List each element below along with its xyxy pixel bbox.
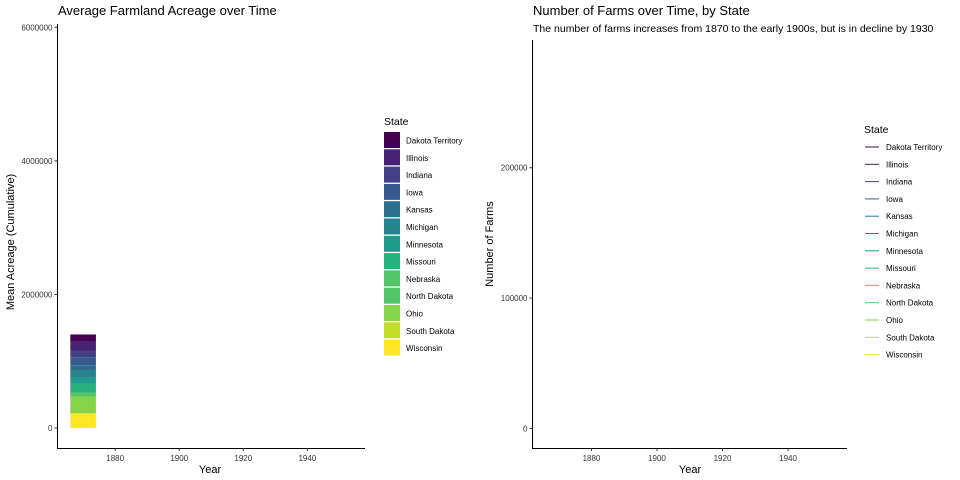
x-axis-title: Year bbox=[679, 464, 702, 476]
legend-key-iowa bbox=[384, 183, 400, 200]
bar-segment-iowa bbox=[70, 357, 96, 366]
legend: Dakota Territory Illinois Indiana Iowa Kansa… bbox=[384, 132, 462, 356]
legend-label: Indiana bbox=[406, 171, 433, 180]
legend-key-south-dakota bbox=[384, 322, 400, 339]
legend: Dakota Territory Illinois Indiana Iowa Kansa… bbox=[865, 143, 942, 360]
y-tick-label: 6000000 bbox=[21, 23, 53, 32]
legend-label: Illinois bbox=[406, 154, 428, 163]
y-tick-label: 0 bbox=[48, 424, 53, 433]
legend-label: Michigan bbox=[406, 223, 438, 232]
x-tick-label: 1900 bbox=[648, 454, 666, 463]
legend-label: Ohio bbox=[406, 310, 423, 319]
legend-key-north-dakota bbox=[384, 287, 400, 304]
bar-segment-wisconsin bbox=[70, 413, 96, 428]
bar-segment-indiana bbox=[70, 350, 96, 358]
x-tick-label: 1880 bbox=[106, 454, 124, 463]
legend-key-indiana bbox=[384, 166, 400, 183]
x-tick-label: 1940 bbox=[779, 454, 797, 463]
legend-key-michigan bbox=[384, 218, 400, 235]
y-axis-title: Number of Farms bbox=[484, 201, 496, 287]
legend-label: North Dakota bbox=[886, 299, 934, 308]
legend-label: Iowa bbox=[886, 195, 903, 204]
y-tick-label: 0 bbox=[523, 424, 528, 433]
y-axis-ticks: 0 100000 200000 bbox=[501, 164, 533, 433]
chart-title: Average Farmland Acreage over Time bbox=[58, 3, 277, 18]
x-tick-label: 1940 bbox=[298, 454, 316, 463]
legend-key-dakota-territory bbox=[384, 132, 400, 148]
farms-chart-panel: Number of Farms over Time, by State The … bbox=[480, 0, 960, 480]
bar-segment-ohio bbox=[70, 396, 96, 414]
legend-label: Missouri bbox=[886, 264, 916, 273]
legend-label: Missouri bbox=[406, 258, 436, 267]
y-tick-label: 2000000 bbox=[21, 290, 53, 299]
acreage-chart-panel: Average Farmland Acreage over Time Year … bbox=[5, 3, 462, 476]
bar-segment-nebraska bbox=[70, 392, 96, 397]
legend-label: Wisconsin bbox=[406, 344, 442, 353]
legend-label: Nebraska bbox=[406, 275, 441, 284]
legend-key-missouri bbox=[384, 253, 400, 270]
bar-segment-kansas bbox=[70, 365, 96, 371]
bar-segment-illinois bbox=[70, 341, 96, 351]
farms-chart: Number of Farms over Time, by State The … bbox=[484, 3, 942, 476]
legend-label: Iowa bbox=[406, 188, 423, 197]
legend-label: Kansas bbox=[406, 206, 433, 215]
y-tick-label: 100000 bbox=[501, 294, 528, 303]
legend-label: Kansas bbox=[886, 212, 913, 221]
chart-subtitle: The number of farms increases from 1870 … bbox=[533, 23, 934, 35]
x-axis-title: Year bbox=[199, 464, 222, 476]
legend-label: Illinois bbox=[886, 160, 908, 169]
y-tick-label: 4000000 bbox=[21, 157, 53, 166]
legend-key-wisconsin bbox=[384, 339, 400, 356]
bar-segment-missouri bbox=[70, 383, 96, 393]
bar-stack bbox=[70, 334, 96, 428]
legend-key-minnesota bbox=[384, 235, 400, 252]
chart-title: Number of Farms over Time, by State bbox=[533, 3, 750, 18]
x-axis-ticks: 1880 1900 1920 1940 bbox=[106, 448, 317, 463]
y-axis-ticks: 0 2000000 4000000 6000000 bbox=[21, 23, 58, 433]
x-tick-label: 1900 bbox=[170, 454, 188, 463]
bar-segment-michigan bbox=[70, 370, 96, 378]
x-tick-label: 1920 bbox=[714, 454, 732, 463]
x-tick-label: 1920 bbox=[234, 454, 252, 463]
legend-label: Dakota Territory bbox=[406, 137, 462, 146]
legend-label: Ohio bbox=[886, 316, 903, 325]
legend-label: Indiana bbox=[886, 178, 913, 187]
legend-label: South Dakota bbox=[406, 327, 455, 336]
legend-key-nebraska bbox=[384, 270, 400, 287]
y-axis-title: Mean Acreage (Cumulative) bbox=[5, 174, 17, 310]
legend-label: Wisconsin bbox=[886, 351, 922, 360]
legend-key-ohio bbox=[384, 305, 400, 321]
legend-key-kansas bbox=[384, 201, 400, 218]
acreage-chart: Average Farmland Acreage over Time Year … bbox=[5, 3, 462, 476]
legend-label: Nebraska bbox=[886, 281, 921, 290]
x-axis-ticks: 1880 1900 1920 1940 bbox=[583, 448, 797, 463]
x-tick-label: 1880 bbox=[583, 454, 601, 463]
bar-segment-minnesota bbox=[70, 377, 96, 384]
legend-key-illinois bbox=[384, 149, 400, 166]
bar-segment-dakota-territory bbox=[70, 334, 96, 342]
y-tick-label: 200000 bbox=[501, 164, 528, 173]
legend-label: Minnesota bbox=[406, 240, 443, 249]
legend-title: State bbox=[384, 116, 409, 128]
legend-label: Michigan bbox=[886, 230, 918, 239]
legend-label: Minnesota bbox=[886, 247, 923, 256]
legend-label: South Dakota bbox=[886, 333, 935, 342]
legend-label: Dakota Territory bbox=[886, 143, 942, 152]
legend-label: North Dakota bbox=[406, 292, 454, 301]
legend-title: State bbox=[864, 124, 889, 136]
